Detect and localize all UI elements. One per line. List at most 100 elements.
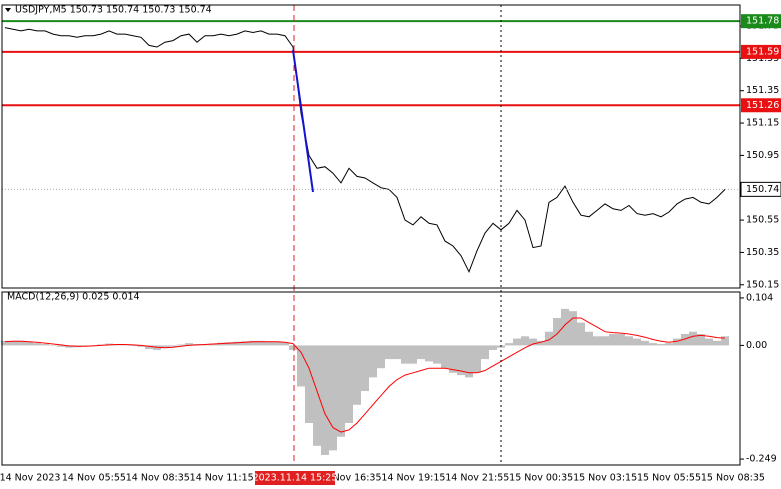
x-tick-label: 15 Nov 05:55 <box>637 473 701 484</box>
histogram-bar <box>273 341 281 346</box>
signal-line <box>4 317 726 433</box>
histogram-bar <box>681 333 689 346</box>
histogram-bar <box>129 345 137 346</box>
histogram-bar <box>233 341 241 346</box>
histogram-bar <box>137 345 145 347</box>
histogram-bar <box>177 344 185 346</box>
histogram-bar <box>441 345 449 369</box>
histogram-bar <box>569 311 577 346</box>
level-tag <box>741 44 781 59</box>
histogram-bar <box>321 345 329 455</box>
x-tick-label: 14 Nov 11:15 <box>190 473 254 484</box>
histogram-bar <box>145 345 153 350</box>
histogram-bar <box>409 345 417 364</box>
cursor-label: 2023.11.14 15:25 <box>253 473 338 484</box>
x-tick-label: 15 Nov 00:35 <box>509 473 573 484</box>
histogram-bar <box>689 331 697 346</box>
x-tick-label: 14 Nov 05:55 <box>62 473 126 484</box>
histogram-bar <box>9 340 17 346</box>
histogram-bar <box>633 338 641 346</box>
histogram-bar <box>705 338 713 346</box>
histogram-bar <box>353 345 361 405</box>
histogram-bar <box>697 333 705 346</box>
last-price-tag <box>740 181 781 197</box>
histogram-bar <box>513 338 521 346</box>
plot-layer <box>1 20 740 455</box>
y-tick-label: 0.00 <box>746 340 767 351</box>
histogram-bar <box>337 345 345 437</box>
histogram-bar <box>41 344 49 346</box>
histogram-bar <box>241 341 249 346</box>
histogram-bar <box>33 343 41 346</box>
histogram-bar <box>609 333 617 346</box>
histogram-bar <box>185 343 193 346</box>
histogram-bar <box>449 345 457 373</box>
histogram-bar <box>553 318 561 346</box>
histogram-bar <box>457 345 465 376</box>
histogram-bar <box>545 331 553 346</box>
histogram-bar <box>361 345 369 392</box>
x-tick-label: 14 Nov 08:35 <box>126 473 190 484</box>
y-tick-label: 150.55 <box>746 215 779 226</box>
histogram-bar <box>521 336 529 346</box>
histogram-bar <box>169 345 177 347</box>
level-label: 151.78 <box>746 16 779 27</box>
histogram-bar <box>465 345 473 378</box>
y-tick-label: -0.249 <box>746 454 777 465</box>
histogram-bar <box>617 333 625 346</box>
histogram-bar <box>377 345 385 369</box>
x-tick-label: 14 Nov 19:15 <box>381 473 445 484</box>
last-price-label: 150.74 <box>746 184 779 195</box>
histogram-bar <box>505 343 513 346</box>
histogram-bar <box>481 345 489 360</box>
macd-frame <box>1 291 741 466</box>
histogram-bar <box>649 343 657 346</box>
y-tick-label: 150.35 <box>746 247 779 258</box>
price-frame <box>1 4 741 289</box>
histogram-bar <box>345 345 353 424</box>
histogram-bar <box>489 345 497 350</box>
histogram-bar <box>161 345 169 349</box>
histogram-bar <box>601 336 609 346</box>
chart-title: USDJPY,M5 150.73 150.74 150.73 150.74 <box>15 5 212 16</box>
histogram-bar <box>225 342 233 346</box>
histogram-bar <box>577 322 585 346</box>
y-tick-label: 150.15 <box>746 279 779 290</box>
histogram-bar <box>625 336 633 346</box>
histogram-bar <box>537 340 545 346</box>
histogram-bar <box>265 341 273 346</box>
forecast-arrow <box>292 49 314 193</box>
histogram-bar <box>289 345 297 350</box>
histogram-bar <box>473 345 481 373</box>
level-tag <box>741 98 781 113</box>
level-label: 151.26 <box>746 100 779 111</box>
histogram-bar <box>369 345 377 378</box>
x-tick-label: 15 Nov 08:35 <box>701 473 765 484</box>
histogram-bar <box>401 345 409 364</box>
x-tick-label: 14 Nov 2023 <box>0 473 60 484</box>
histogram-bar <box>393 345 401 360</box>
histogram-bar <box>425 345 433 362</box>
price-line <box>4 27 726 274</box>
x-tick-label: 14 Nov 21:55 <box>445 473 509 484</box>
cursor-tag <box>255 471 335 485</box>
histogram-bar <box>529 338 537 346</box>
histogram-bar <box>673 338 681 346</box>
x-tick-label: 14 Nov 16:35 <box>317 473 381 484</box>
histogram-bar <box>721 336 729 346</box>
histogram-bar <box>65 345 73 348</box>
y-tick-label: 150.95 <box>746 150 779 161</box>
level-label: 151.59 <box>746 46 779 57</box>
title-marker <box>5 8 11 12</box>
level-tag <box>741 14 781 29</box>
histogram-bar <box>305 345 313 424</box>
histogram-bar <box>433 345 441 364</box>
histogram-bar <box>17 340 25 346</box>
histogram-bar <box>385 345 393 360</box>
histogram-bar <box>257 340 265 346</box>
x-tick-label: 15 Nov 03:15 <box>573 473 637 484</box>
y-tick-label: 151.35 <box>746 85 779 96</box>
histogram-bar <box>585 331 593 346</box>
histogram-bar <box>57 345 65 347</box>
